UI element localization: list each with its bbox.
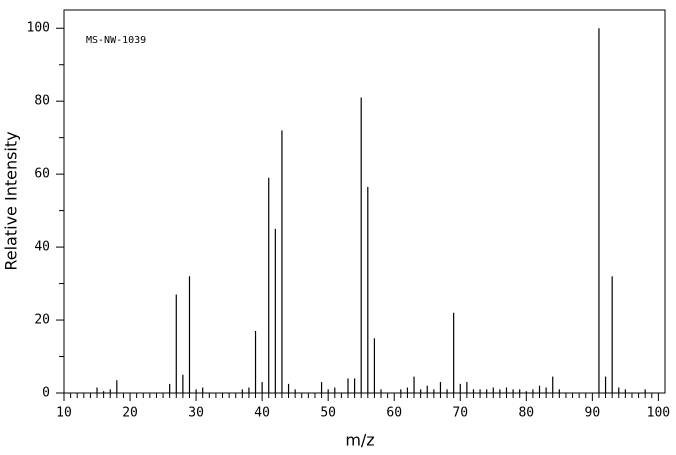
- x-tick-label: 80: [518, 406, 534, 421]
- x-tick-label: 100: [647, 406, 670, 421]
- x-tick-label: 60: [386, 406, 402, 421]
- x-tick-label: 10: [56, 406, 72, 421]
- y-tick-label: 80: [34, 94, 50, 109]
- y-tick-label: 20: [34, 313, 50, 328]
- x-tick-label: 40: [254, 406, 270, 421]
- y-tick-label: 40: [34, 240, 50, 255]
- x-tick-label: 50: [320, 406, 336, 421]
- annotation: MS-NW-1039: [86, 35, 146, 46]
- plot-frame: [63, 9, 666, 394]
- x-axis-label: m/z: [345, 431, 374, 450]
- y-tick-label: 60: [34, 167, 50, 182]
- y-axis-label: Relative Intensity: [2, 131, 21, 270]
- x-tick-label: 20: [122, 406, 138, 421]
- x-tick-label: 90: [585, 406, 601, 421]
- x-tick-label: 70: [452, 406, 468, 421]
- x-tick-label: 30: [188, 406, 204, 421]
- y-tick-label: 0: [42, 386, 50, 401]
- y-tick-label: 100: [27, 21, 50, 36]
